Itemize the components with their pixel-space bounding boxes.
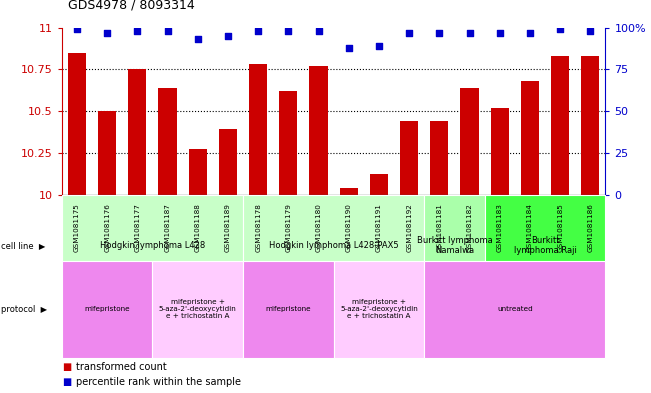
Point: [162, 28, 173, 34]
Bar: [400, 121, 418, 195]
Text: GSM1081192: GSM1081192: [406, 204, 412, 252]
Text: GSM1081181: GSM1081181: [436, 204, 442, 252]
Bar: [128, 69, 146, 195]
Point: [283, 28, 294, 34]
Point: [585, 28, 596, 34]
Bar: [491, 108, 509, 195]
Bar: [460, 88, 478, 195]
Text: mifepristone: mifepristone: [266, 307, 311, 312]
Text: GSM1081179: GSM1081179: [285, 204, 292, 252]
Bar: [249, 64, 267, 195]
Text: Hodgkin lymphoma L428-PAX5: Hodgkin lymphoma L428-PAX5: [269, 241, 398, 250]
Text: percentile rank within the sample: percentile rank within the sample: [76, 377, 241, 387]
Point: [434, 29, 445, 36]
Text: GSM1081187: GSM1081187: [165, 204, 171, 252]
Point: [102, 29, 113, 36]
Point: [464, 29, 475, 36]
Text: GSM1081175: GSM1081175: [74, 204, 80, 252]
Bar: [68, 53, 86, 195]
Point: [313, 28, 324, 34]
Text: ■: ■: [62, 362, 71, 373]
Text: GDS4978 / 8093314: GDS4978 / 8093314: [68, 0, 195, 12]
Text: GSM1081176: GSM1081176: [104, 204, 110, 252]
Point: [253, 28, 264, 34]
Text: transformed count: transformed count: [76, 362, 167, 373]
Text: GSM1081189: GSM1081189: [225, 204, 231, 252]
Point: [404, 29, 414, 36]
Bar: [551, 56, 569, 195]
Point: [555, 26, 565, 32]
Text: Burkitt
lymphoma Raji: Burkitt lymphoma Raji: [514, 236, 577, 255]
Text: GSM1081191: GSM1081191: [376, 204, 382, 252]
Text: mifepristone +
5-aza-2'-deoxycytidin
e + trichostatin A: mifepristone + 5-aza-2'-deoxycytidin e +…: [159, 299, 236, 320]
Point: [495, 29, 505, 36]
Bar: [189, 149, 207, 195]
Bar: [340, 188, 358, 195]
Text: Hodgkin lymphoma L428: Hodgkin lymphoma L428: [100, 241, 205, 250]
Point: [132, 28, 143, 34]
Bar: [158, 88, 176, 195]
Bar: [279, 91, 298, 195]
Point: [193, 36, 203, 42]
Text: GSM1081184: GSM1081184: [527, 204, 533, 252]
Text: cell line  ▶: cell line ▶: [1, 241, 46, 250]
Text: GSM1081185: GSM1081185: [557, 204, 563, 252]
Bar: [309, 66, 327, 195]
Bar: [219, 129, 237, 195]
Text: mifepristone: mifepristone: [85, 307, 130, 312]
Text: protocol  ▶: protocol ▶: [1, 305, 48, 314]
Point: [525, 29, 535, 36]
Point: [223, 33, 233, 39]
Point: [72, 26, 82, 32]
Text: ■: ■: [62, 377, 71, 387]
Text: GSM1081182: GSM1081182: [467, 204, 473, 252]
Bar: [521, 81, 539, 195]
Bar: [98, 111, 116, 195]
Text: GSM1081180: GSM1081180: [316, 204, 322, 252]
Point: [344, 44, 354, 51]
Text: Burkitt lymphoma
Namalwa: Burkitt lymphoma Namalwa: [417, 236, 492, 255]
Text: mifepristone +
5-aza-2'-deoxycytidin
e + trichostatin A: mifepristone + 5-aza-2'-deoxycytidin e +…: [340, 299, 418, 320]
Bar: [430, 121, 449, 195]
Text: GSM1081183: GSM1081183: [497, 204, 503, 252]
Bar: [581, 56, 600, 195]
Text: GSM1081186: GSM1081186: [587, 204, 593, 252]
Text: GSM1081188: GSM1081188: [195, 204, 201, 252]
Text: GSM1081178: GSM1081178: [255, 204, 261, 252]
Text: GSM1081190: GSM1081190: [346, 204, 352, 252]
Text: untreated: untreated: [497, 307, 533, 312]
Point: [374, 43, 384, 49]
Bar: [370, 174, 388, 195]
Text: GSM1081177: GSM1081177: [134, 204, 141, 252]
